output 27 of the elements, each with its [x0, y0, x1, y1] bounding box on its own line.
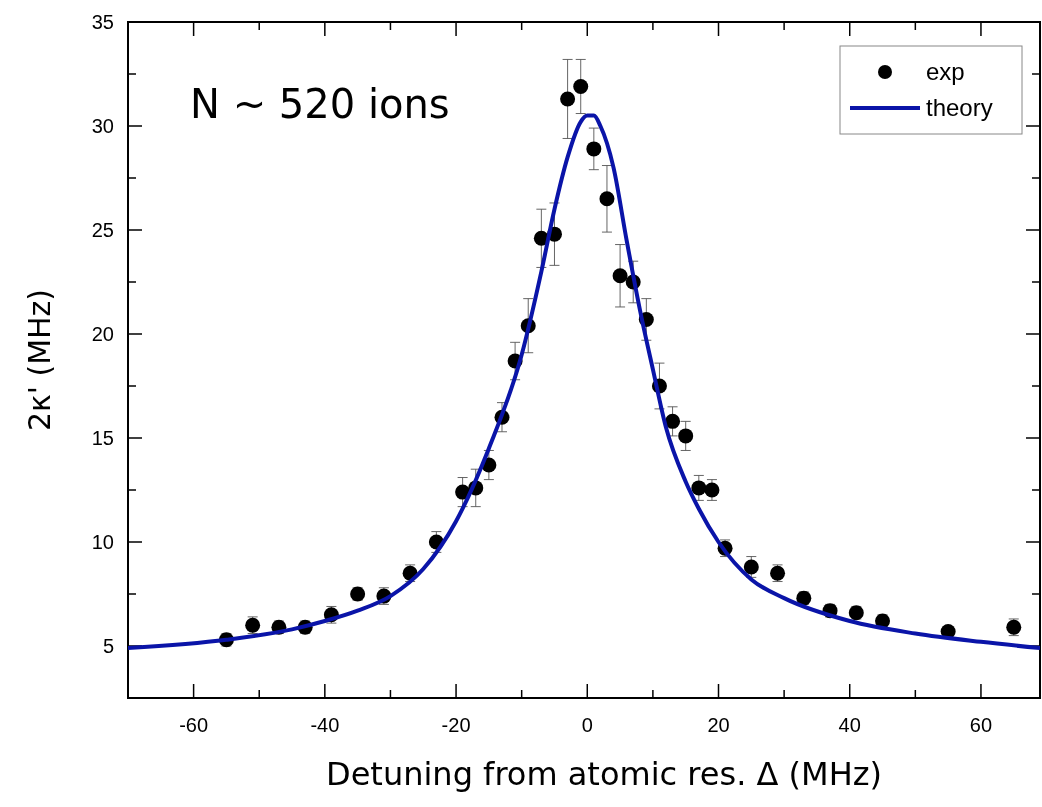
legend-label: exp — [926, 58, 965, 85]
point — [586, 141, 602, 157]
point — [665, 413, 681, 429]
point — [560, 91, 576, 107]
x-tick-label: 40 — [838, 714, 861, 736]
x-tick-label: -40 — [310, 714, 340, 736]
x-axis-title: Detuning from atomic res. Δ (MHz) — [326, 755, 882, 793]
y-tick-label: 35 — [91, 11, 114, 33]
x-tick-label: -60 — [179, 714, 209, 736]
x-tick-label: 0 — [581, 714, 593, 736]
y-tick-label: 5 — [102, 635, 114, 657]
y-axis-title: 2κ' (MHz) — [22, 288, 57, 432]
point — [599, 191, 615, 207]
point — [573, 78, 589, 94]
legend-label: theory — [926, 94, 993, 121]
y-tick-label: 10 — [91, 531, 114, 553]
point — [678, 428, 694, 444]
x-tick-label: 60 — [969, 714, 993, 736]
point — [612, 268, 628, 284]
y-tick-label: 20 — [91, 323, 114, 345]
y-tick-label: 15 — [91, 427, 114, 449]
point — [691, 480, 707, 496]
y-tick-label: 25 — [91, 219, 114, 241]
x-tick-label: -20 — [441, 714, 471, 736]
annotation: N ~ 520 ions — [190, 81, 450, 127]
x-tick-label: 20 — [707, 714, 730, 736]
y-tick-label: 30 — [91, 115, 114, 137]
